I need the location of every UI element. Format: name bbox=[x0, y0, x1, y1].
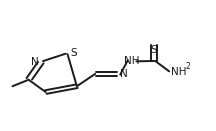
Text: N: N bbox=[31, 57, 39, 67]
Text: NH: NH bbox=[171, 67, 187, 77]
Text: S: S bbox=[70, 48, 77, 58]
Text: S: S bbox=[151, 45, 157, 55]
Text: N: N bbox=[120, 69, 128, 79]
Text: NH: NH bbox=[124, 56, 139, 66]
Text: 2: 2 bbox=[186, 62, 191, 71]
